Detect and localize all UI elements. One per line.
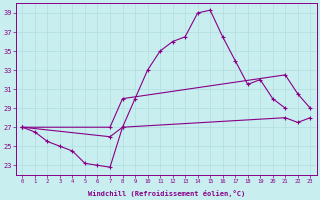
X-axis label: Windchill (Refroidissement éolien,°C): Windchill (Refroidissement éolien,°C) [88, 190, 245, 197]
